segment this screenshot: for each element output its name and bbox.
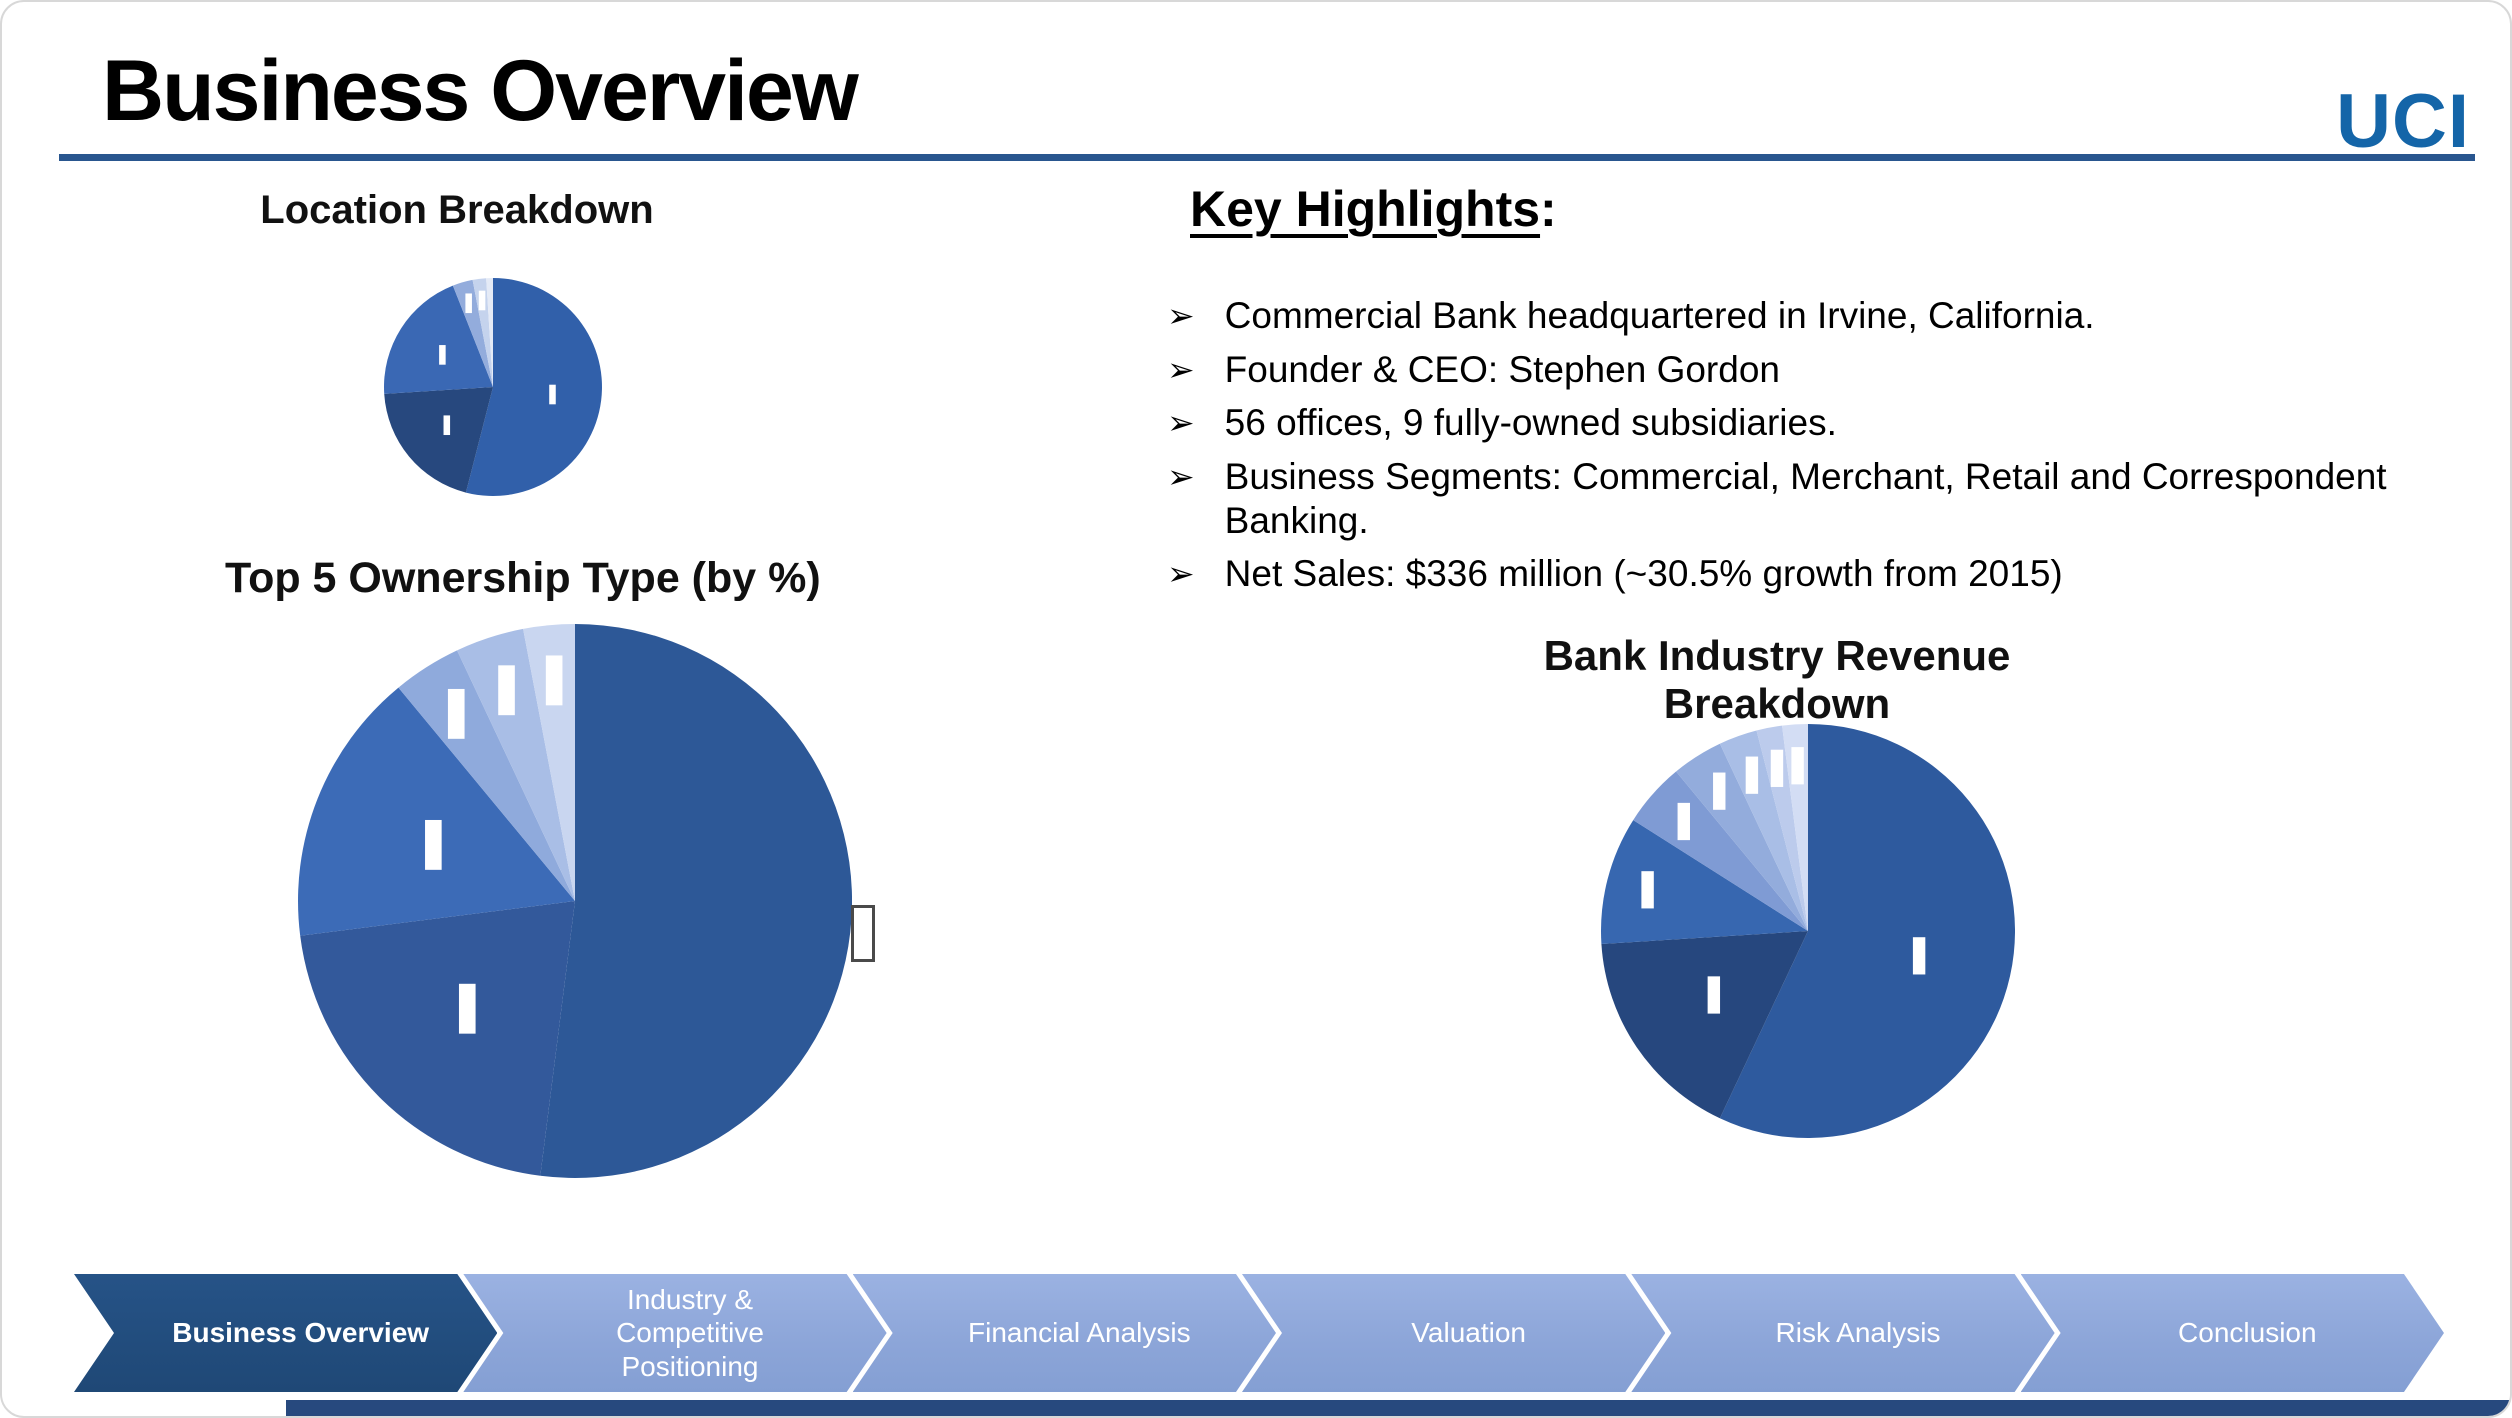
arrow-bullet-icon: ➢ [1167, 297, 1195, 334]
nav-item-conclusion[interactable]: Conclusion [2021, 1274, 2444, 1392]
nav-item-label: Conclusion [2178, 1317, 2317, 1349]
highlight-text: Net Sales: $336 million (~30.5% growth f… [1224, 553, 2063, 595]
nav-item-label: Industry & Competitive Positioning [616, 1283, 764, 1382]
arrow-bullet-icon: ➢ [1167, 350, 1195, 388]
ownership-chart-title: Top 5 Ownership Type (by %) [225, 554, 821, 602]
revenue-pie-chart [1601, 724, 2015, 1138]
nav-item-business-overview[interactable]: Business Overview [74, 1274, 497, 1392]
arrow-bullet-icon: ➢ [1167, 555, 1195, 593]
key-highlights-title: Key Highlights: [1190, 180, 1557, 238]
uci-logo: UCI [2336, 79, 2470, 164]
key-highlights-colon: : [1540, 181, 1557, 237]
next-slide-edge [286, 1400, 2510, 1416]
arrow-bullet-icon: ➢ [1167, 457, 1195, 495]
nav-item-label: Financial Analysis [968, 1317, 1191, 1349]
highlight-item: ➢ Commercial Bank headquartered in Irvin… [1167, 294, 2432, 339]
nav-item-label: Risk Analysis [1775, 1317, 1941, 1349]
nav-item-industry-competitive-positioning[interactable]: Industry & Competitive Positioning [463, 1274, 886, 1392]
highlight-text: 56 offices, 9 fully-owned subsidiaries. [1224, 402, 1837, 444]
highlight-item: ➢ 56 offices, 9 fully-owned subsidiaries… [1167, 401, 2432, 446]
highlight-item: ➢ Business Segments: Commercial, Merchan… [1167, 455, 2432, 544]
nav-item-label: Business Overview [172, 1317, 430, 1349]
title-divider [59, 154, 2475, 161]
revenue-chart-title: Bank Industry Revenue Breakdown [1543, 632, 2011, 727]
highlight-item: ➢ Net Sales: $336 million (~30.5% growth… [1167, 552, 2432, 597]
section-navigation: Business Overview Industry & Competitive… [74, 1274, 2444, 1392]
highlight-item: ➢ Founder & CEO: Stephen Gordon [1167, 348, 2432, 393]
nav-item-label: Valuation [1411, 1317, 1526, 1349]
highlight-text: Founder & CEO: Stephen Gordon [1224, 348, 1780, 390]
page-title: Business Overview [102, 43, 859, 139]
key-highlights-list: ➢ Commercial Bank headquartered in Irvin… [1167, 294, 2432, 606]
location-pie-chart [384, 278, 602, 496]
nav-item-risk-analysis[interactable]: Risk Analysis [1631, 1274, 2054, 1392]
highlight-text: Business Segments: Commercial, Merchant,… [1224, 455, 2387, 542]
highlight-text: Commercial Bank headquartered in Irvine,… [1224, 295, 2095, 336]
location-chart-title: Location Breakdown [260, 188, 654, 232]
ownership-pie-chart [298, 624, 852, 1178]
label-placeholder-glyph [851, 905, 875, 962]
arrow-bullet-icon: ➢ [1167, 404, 1195, 442]
key-highlights-title-text: Key Highlights [1190, 181, 1541, 237]
nav-item-valuation[interactable]: Valuation [1242, 1274, 1665, 1392]
nav-item-financial-analysis[interactable]: Financial Analysis [853, 1274, 1276, 1392]
